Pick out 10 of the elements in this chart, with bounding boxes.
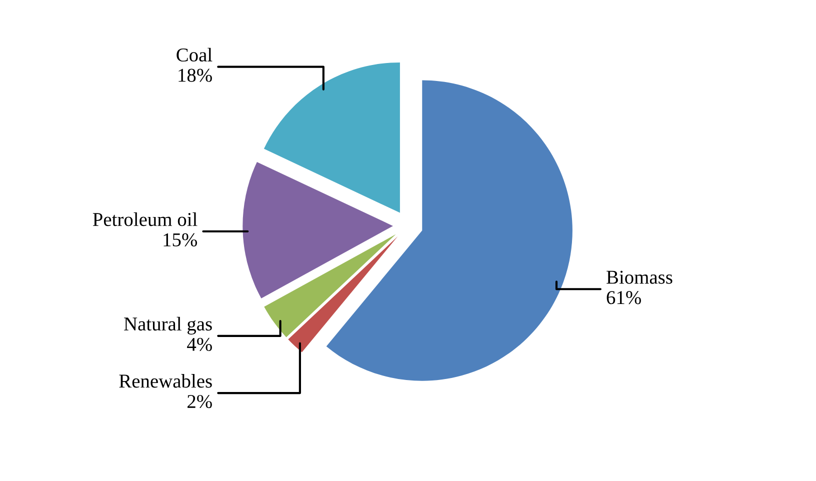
slice-label: Biomass bbox=[606, 270, 672, 284]
data-label: 15% bbox=[164, 233, 198, 246]
slice-label: Natural gas bbox=[124, 316, 212, 335]
data-label: 4% bbox=[187, 338, 212, 352]
data-label: 61% bbox=[606, 291, 641, 304]
data-label: 2% bbox=[188, 394, 212, 408]
data-label: 18% bbox=[178, 68, 212, 82]
slice-label: Coal bbox=[176, 48, 212, 62]
slice-label: Renewables bbox=[119, 374, 212, 388]
slice-label: Petroleum oil bbox=[92, 212, 198, 226]
